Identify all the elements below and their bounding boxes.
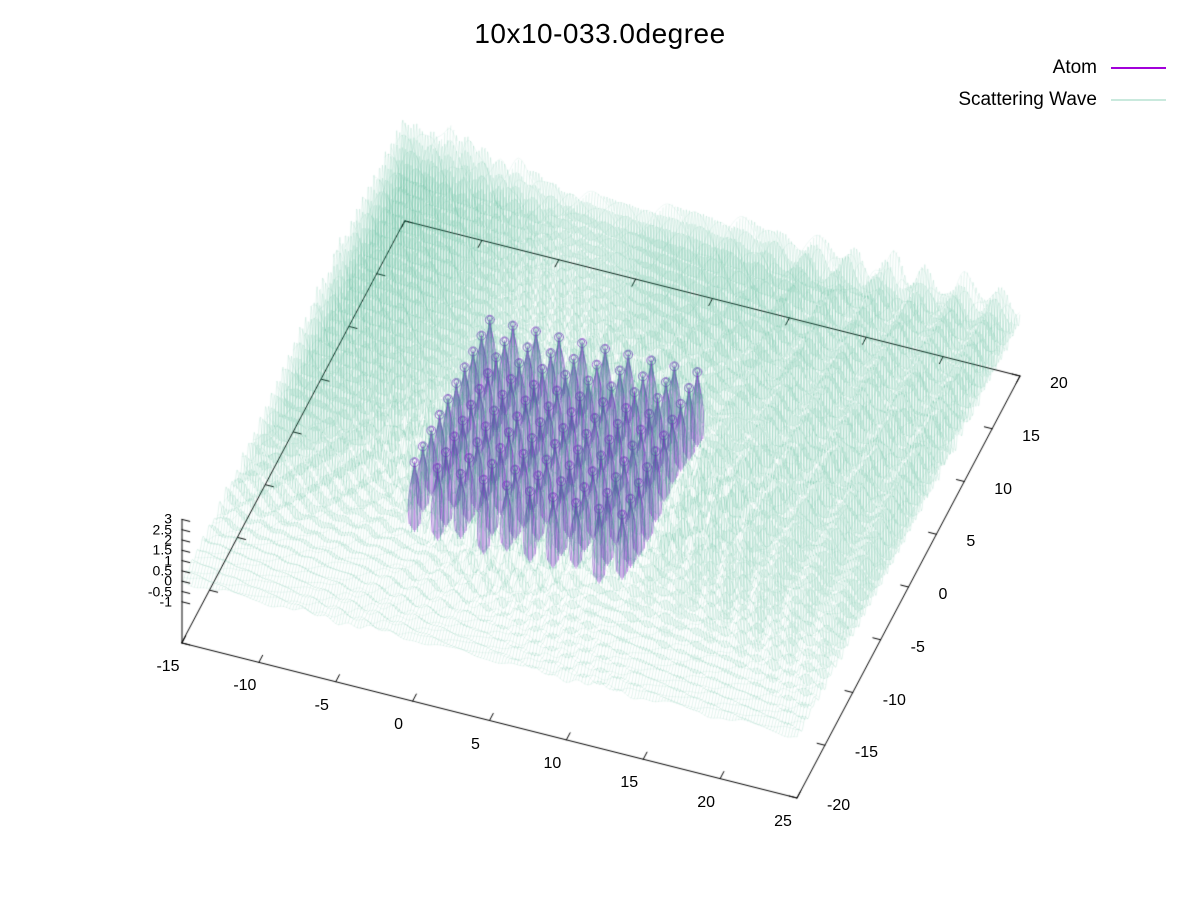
legend-item-scattering-wave: Scattering Wave	[958, 84, 1166, 116]
legend-label-atom: Atom	[1052, 57, 1097, 78]
legend-label-scattering-wave: Scattering Wave	[958, 89, 1097, 110]
y-tick-label: 0	[938, 586, 948, 603]
x-tick-label: -5	[314, 696, 329, 714]
x-tick-label: 20	[697, 793, 716, 811]
y-tick-label: 15	[1022, 427, 1040, 445]
x-tick-label: -15	[156, 658, 180, 675]
plot-title: 10x10-033.0degree	[474, 18, 726, 49]
y-tick-label: -15	[854, 744, 878, 762]
z-tick-label: -0.5	[147, 583, 172, 599]
y-tick-label: 5	[966, 533, 976, 551]
legend-swatch-scattering-wave	[1111, 99, 1166, 101]
z-tick-label: 1	[164, 552, 172, 569]
x-tick-label: 15	[620, 774, 639, 792]
z-tick-label: 2	[164, 531, 172, 548]
x-tick-label: 25	[774, 813, 792, 830]
x-tick-label: -10	[233, 677, 257, 695]
y-tick-label: -5	[910, 638, 925, 656]
y-tick-label: -10	[882, 691, 906, 709]
z-tick-label: 0	[164, 572, 172, 589]
x-tick-label: 10	[543, 754, 562, 772]
y-tick-label: -20	[827, 797, 851, 814]
x-tick-label: 5	[471, 735, 480, 753]
z-tick-label: 3	[164, 510, 172, 527]
y-tick-label: 10	[994, 480, 1013, 498]
legend-swatch-atom	[1111, 67, 1166, 69]
legend-item-atom: Atom	[958, 52, 1166, 84]
z-tick-label: -1	[159, 593, 172, 610]
z-tick-label: 2.5	[152, 521, 172, 538]
z-tick-label: 1.5	[152, 541, 172, 558]
y-tick-label: 20	[1050, 375, 1068, 392]
z-tick-label: 0.5	[152, 562, 172, 579]
legend: Atom Scattering Wave	[958, 52, 1166, 116]
x-tick-label: 0	[394, 716, 404, 734]
